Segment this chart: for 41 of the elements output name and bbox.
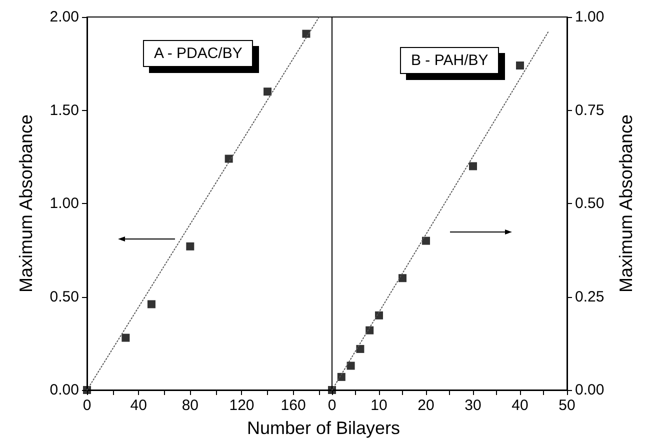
x-tick-label: 30 (464, 397, 482, 414)
point (122, 334, 130, 342)
point (398, 274, 406, 282)
point (264, 88, 272, 96)
x-tick-label: 160 (280, 397, 306, 414)
point (366, 326, 374, 334)
x-tick-label: 40 (512, 397, 528, 414)
point (356, 344, 364, 353)
y-axis-title: Maximum Absorbance (16, 114, 36, 293)
point (224, 154, 233, 163)
x-tick-label: 40 (130, 397, 147, 414)
x-tick-label: 10 (370, 397, 388, 414)
point (422, 236, 430, 245)
x-tick-label: 50 (558, 397, 576, 414)
y2-tick-label: 0.50 (575, 195, 604, 212)
point (375, 311, 383, 320)
y-tick-label: 1.00 (50, 195, 79, 212)
point (302, 30, 310, 38)
x-tick-label: 0 (328, 397, 336, 414)
y2-tick-label: 1.00 (575, 8, 604, 26)
x-tick-label: 80 (182, 397, 198, 414)
x-tick-label: 0 (82, 397, 92, 414)
point (516, 61, 524, 70)
y2-tick-label: 0.25 (575, 288, 604, 306)
y-tick-label: 0.00 (50, 382, 79, 398)
x-tick-label: 20 (418, 397, 434, 414)
y2-tick-label: 0.75 (575, 102, 604, 119)
point (186, 242, 194, 250)
y-tick-label: 2.00 (50, 8, 79, 26)
annotation: A - PDAC/BY (143, 40, 254, 67)
x-tick-label: 120 (229, 397, 254, 414)
point (469, 162, 477, 170)
point (337, 372, 346, 381)
point (346, 362, 355, 370)
y-tick-label: 1.50 (50, 102, 79, 119)
x-axis-title: Number of Bilayers (246, 418, 402, 439)
annotation: B - PAH/BY (400, 47, 500, 74)
y-tick-label: 0.50 (50, 288, 79, 306)
y2-axis-title: Maximum Absorbance (616, 114, 636, 293)
point (147, 300, 156, 308)
y2-tick-label: 0.00 (575, 382, 604, 398)
